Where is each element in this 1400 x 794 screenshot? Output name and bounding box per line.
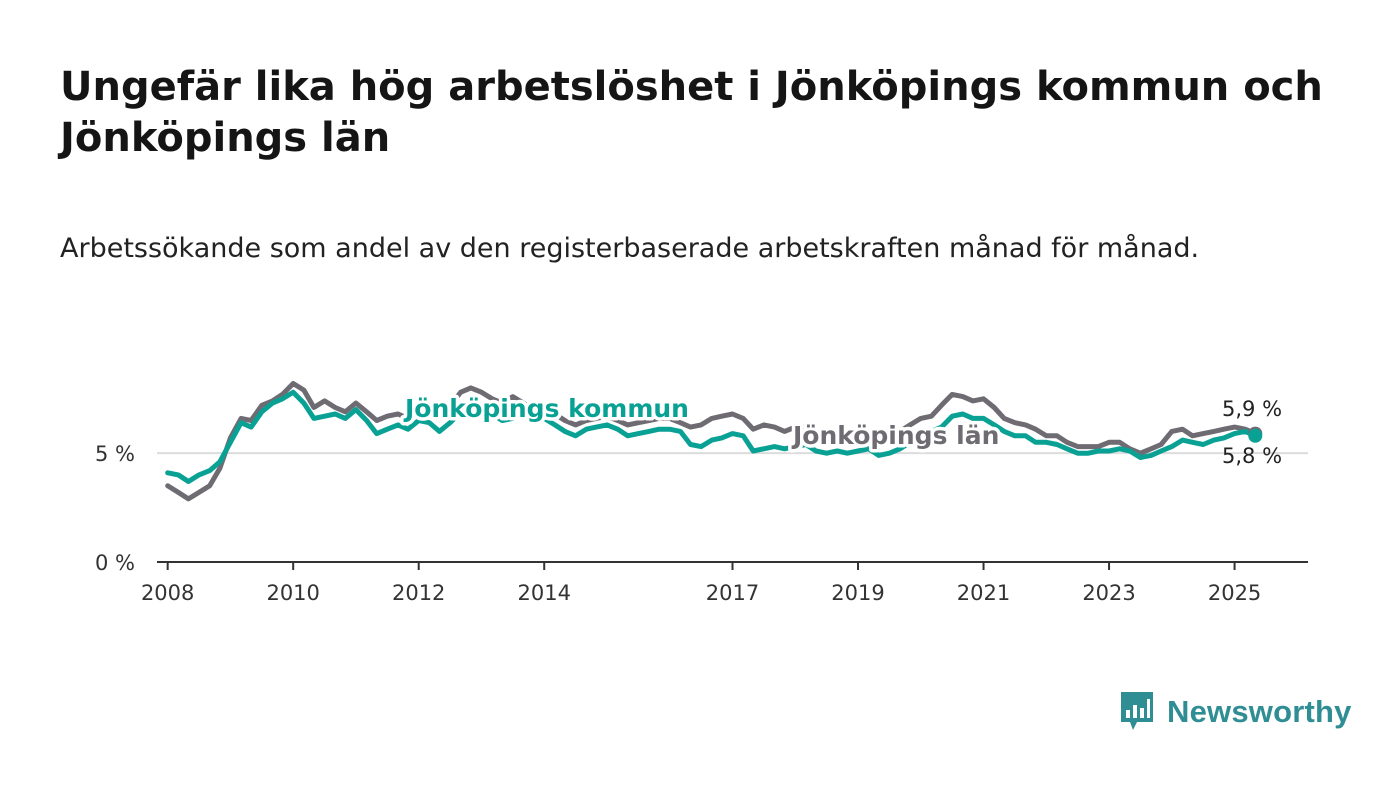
newsworthy-bar-chart-icon [1121, 692, 1153, 730]
series-label-lan: Jönköpings län [791, 421, 999, 450]
brand-name: Newsworthy [1167, 694, 1352, 729]
series-label-kommun: Jönköpings kommun [403, 394, 689, 423]
end-value-label-kommun: 5,8 % [1222, 444, 1282, 468]
x-tick-label: 2021 [957, 581, 1010, 605]
chart-title: Ungefär lika hög arbetslöshet i Jönköpin… [60, 64, 1323, 161]
series-layer [165, 381, 1263, 502]
y-tick-label: 0 % [95, 551, 135, 575]
end-point-kommun [1248, 428, 1263, 443]
x-tick-label: 2019 [831, 581, 884, 605]
x-tick-label: 2017 [706, 581, 759, 605]
grid-layer: 0 % 5 % 2008 2010 2012 2014 2017 2019 2021 2023 20… [95, 442, 1308, 605]
series-line-lan [165, 381, 1258, 502]
label-layer: Jönköpings kommun Jönköpings län 5,9 % 5,8 … [400, 391, 1283, 469]
newsworthy-logo: Newsworthy [1119, 690, 1352, 734]
chart-subtitle: Arbetssökande som andel av den registerb… [60, 233, 1200, 264]
y-tick-label: 5 % [95, 442, 135, 466]
x-tick-label: 2014 [517, 581, 570, 605]
x-tick-label: 2010 [266, 581, 319, 605]
x-tick-label: 2023 [1082, 581, 1135, 605]
end-value-label-lan: 5,9 % [1222, 397, 1282, 421]
series-line-kommun [165, 389, 1258, 484]
x-tick-label: 2008 [141, 581, 194, 605]
x-tick-label: 2012 [392, 581, 445, 605]
x-tick-label: 2025 [1208, 581, 1261, 605]
